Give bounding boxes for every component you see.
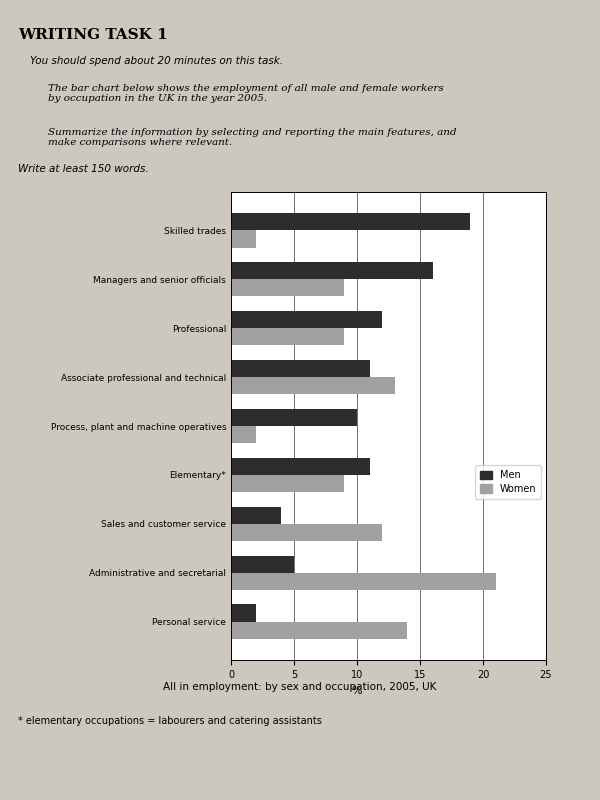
Bar [231,458,370,475]
Bar [231,279,344,297]
Text: * elementary occupations = labourers and catering assistants: * elementary occupations = labourers and… [18,716,322,726]
Bar [231,524,382,541]
Text: All in employment: by sex and occupation, 2005, UK: All in employment: by sex and occupation… [163,682,437,691]
Text: Write at least 150 words.: Write at least 150 words. [18,164,149,174]
Bar [231,475,344,492]
Bar [231,214,470,230]
Bar [231,622,407,638]
Text: WRITING TASK 1: WRITING TASK 1 [18,28,168,42]
Text: You should spend about 20 minutes on this task.: You should spend about 20 minutes on thi… [30,56,283,66]
Bar [231,409,357,426]
Text: Summarize the information by selecting and reporting the main features, and
make: Summarize the information by selecting a… [48,128,457,147]
Bar [231,230,256,247]
Bar [231,360,370,377]
Bar [231,506,281,524]
Legend: Men, Women: Men, Women [475,466,541,499]
Bar [231,328,344,346]
Text: The bar chart below shows the employment of all male and female workers
by occup: The bar chart below shows the employment… [48,84,444,103]
Bar [231,377,395,394]
Bar [231,573,496,590]
Bar [231,311,382,328]
Bar [231,605,256,622]
Bar [231,262,433,279]
X-axis label: %: % [352,686,362,696]
Bar [231,426,256,443]
Bar [231,555,294,573]
